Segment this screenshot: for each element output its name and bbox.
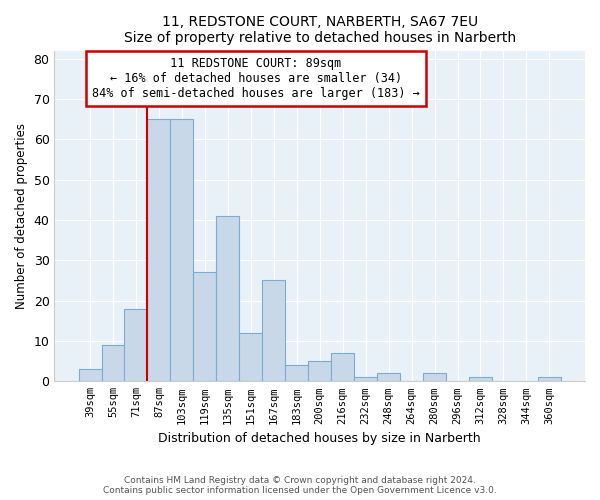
Bar	[262, 280, 285, 382]
Bar	[377, 373, 400, 382]
Bar	[308, 361, 331, 382]
Text: Contains HM Land Registry data © Crown copyright and database right 2024.
Contai: Contains HM Land Registry data © Crown c…	[103, 476, 497, 495]
Bar	[538, 378, 561, 382]
Bar	[469, 378, 492, 382]
Bar	[239, 333, 262, 382]
Bar	[331, 353, 354, 382]
Bar	[170, 119, 193, 382]
Bar	[79, 369, 101, 382]
X-axis label: Distribution of detached houses by size in Narberth: Distribution of detached houses by size …	[158, 432, 481, 445]
Text: 11 REDSTONE COURT: 89sqm  
← 16% of detached houses are smaller (34)
84% of semi: 11 REDSTONE COURT: 89sqm ← 16% of detach…	[92, 57, 420, 100]
Bar	[193, 272, 217, 382]
Bar	[423, 373, 446, 382]
Bar	[124, 308, 148, 382]
Bar	[354, 378, 377, 382]
Bar	[285, 365, 308, 382]
Y-axis label: Number of detached properties: Number of detached properties	[15, 123, 28, 309]
Bar	[217, 216, 239, 382]
Bar	[101, 345, 124, 382]
Bar	[148, 119, 170, 382]
Title: 11, REDSTONE COURT, NARBERTH, SA67 7EU
Size of property relative to detached hou: 11, REDSTONE COURT, NARBERTH, SA67 7EU S…	[124, 15, 516, 45]
